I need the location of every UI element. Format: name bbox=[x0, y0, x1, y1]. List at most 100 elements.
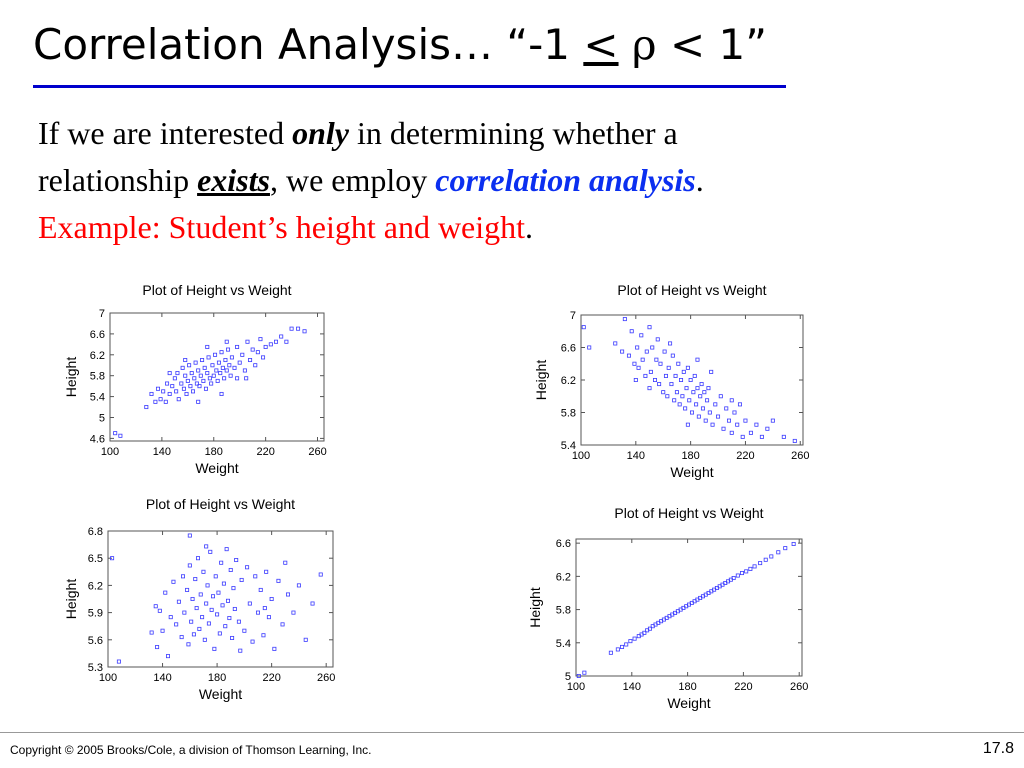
data-point bbox=[261, 633, 266, 638]
data-point bbox=[302, 329, 307, 334]
plot-frame bbox=[107, 530, 334, 668]
data-point bbox=[269, 597, 274, 602]
data-point bbox=[258, 587, 263, 592]
data-point bbox=[744, 569, 749, 574]
x-tick-label: 260 bbox=[791, 450, 809, 462]
data-point bbox=[194, 606, 199, 611]
chart-title: Plot of Height vs Weight bbox=[614, 505, 763, 521]
data-point bbox=[608, 650, 613, 655]
data-point bbox=[167, 391, 172, 396]
data-point bbox=[713, 402, 718, 407]
y-tick-label: 6.6 bbox=[556, 538, 571, 550]
data-point bbox=[699, 382, 704, 387]
data-point bbox=[640, 357, 645, 362]
data-point bbox=[296, 583, 301, 588]
data-point bbox=[250, 639, 255, 644]
data-point bbox=[205, 371, 210, 376]
data-point bbox=[165, 381, 170, 386]
data-point bbox=[227, 616, 232, 621]
data-point bbox=[179, 381, 184, 386]
y-tick-label: 5.8 bbox=[561, 408, 576, 420]
data-point bbox=[197, 626, 202, 631]
x-tick-label: 220 bbox=[734, 681, 752, 693]
data-point bbox=[210, 594, 215, 599]
data-point bbox=[215, 378, 220, 383]
data-point bbox=[633, 378, 638, 383]
data-point bbox=[242, 368, 247, 373]
data-point bbox=[635, 345, 640, 350]
data-point bbox=[118, 433, 123, 438]
data-point bbox=[620, 644, 625, 649]
data-point bbox=[209, 381, 214, 386]
emphasis-correlation-analysis: correlation analysis bbox=[435, 162, 696, 198]
data-point bbox=[735, 422, 740, 427]
data-point bbox=[194, 381, 199, 386]
data-point bbox=[255, 610, 260, 615]
data-point bbox=[726, 418, 731, 423]
data-point bbox=[176, 397, 181, 402]
x-axis-label: Weight bbox=[667, 695, 710, 711]
data-point bbox=[227, 363, 232, 368]
data-point bbox=[213, 574, 218, 579]
body-line-3: Example: Student’s height and weight. bbox=[38, 204, 998, 251]
scatter-chart-negative: Plot of Height vs Weight 100 140 180 220 260 5… bbox=[528, 280, 818, 485]
data-point bbox=[219, 350, 224, 355]
data-point bbox=[235, 376, 240, 381]
data-point bbox=[215, 612, 220, 617]
data-point bbox=[731, 576, 736, 581]
data-point bbox=[632, 361, 637, 366]
body-line-2: relationship exists, we employ correlati… bbox=[38, 157, 998, 204]
body-text-segment: , we employ bbox=[269, 162, 436, 198]
data-point bbox=[198, 373, 203, 378]
example-text: Example: Student’s height and weight bbox=[38, 209, 526, 245]
data-point bbox=[196, 368, 201, 373]
data-point bbox=[783, 546, 788, 551]
data-point bbox=[763, 557, 768, 562]
scatter-chart-positive: Plot of Height vs Weight 100 140 180 220 260 4… bbox=[58, 280, 348, 478]
body-line-1: If we are interested only in determining… bbox=[38, 110, 998, 157]
data-point bbox=[650, 345, 655, 350]
x-tick-label: 220 bbox=[262, 672, 280, 684]
data-point bbox=[642, 630, 647, 635]
y-axis-label: Height bbox=[527, 587, 543, 628]
data-point bbox=[182, 610, 187, 615]
y-axis-label: Height bbox=[63, 579, 79, 620]
data-point bbox=[662, 349, 667, 354]
body-text-segment: If we are interested bbox=[38, 115, 293, 151]
data-point bbox=[670, 353, 675, 358]
x-tick-label: 140 bbox=[153, 446, 171, 458]
data-point bbox=[653, 378, 658, 383]
y-tick-label: 6.6 bbox=[561, 343, 576, 355]
data-point bbox=[153, 399, 158, 404]
x-tick-label: 140 bbox=[153, 672, 171, 684]
data-point bbox=[792, 438, 797, 443]
data-point bbox=[197, 384, 202, 389]
data-point bbox=[189, 371, 194, 376]
data-point bbox=[245, 565, 250, 570]
data-point bbox=[253, 574, 258, 579]
data-point bbox=[186, 642, 191, 647]
data-point bbox=[242, 628, 247, 633]
data-point bbox=[216, 590, 221, 595]
data-point bbox=[705, 398, 710, 403]
y-tick-label: 6.6 bbox=[90, 329, 105, 341]
data-point bbox=[624, 642, 629, 647]
data-point bbox=[228, 567, 233, 572]
data-point bbox=[737, 402, 742, 407]
data-point bbox=[168, 615, 173, 620]
data-point bbox=[258, 337, 263, 342]
data-point bbox=[658, 361, 663, 366]
data-point bbox=[663, 373, 668, 378]
data-point bbox=[626, 353, 631, 358]
data-point bbox=[696, 414, 701, 419]
data-point bbox=[172, 376, 177, 381]
data-point bbox=[175, 371, 180, 376]
data-point bbox=[218, 371, 223, 376]
data-point bbox=[668, 341, 673, 346]
y-tick-label: 7 bbox=[99, 308, 105, 320]
data-point bbox=[170, 384, 175, 389]
data-point bbox=[681, 369, 686, 374]
data-point bbox=[220, 603, 225, 608]
data-point bbox=[776, 550, 781, 555]
data-point bbox=[191, 632, 196, 637]
